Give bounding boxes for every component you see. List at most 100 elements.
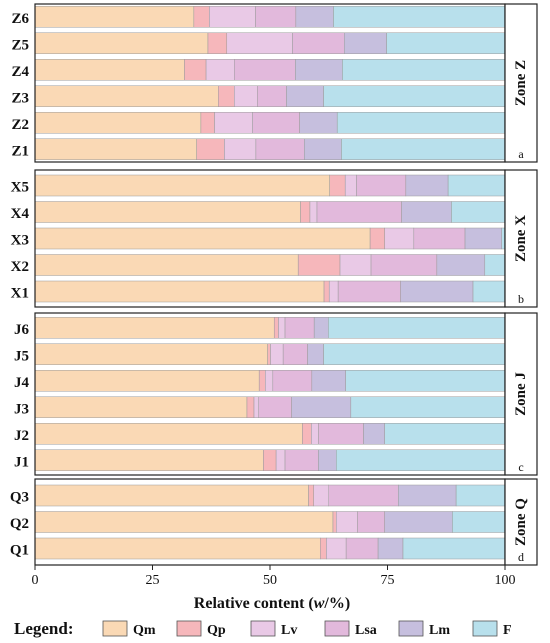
legend-label: Lv [281, 623, 297, 638]
zone-strip [504, 478, 538, 566]
bar-segment-j2-qm [34, 423, 303, 445]
zone-label: Zone Q [513, 498, 529, 546]
bar-segment-x2-lv [339, 254, 372, 276]
bar-segment-j2-lm [363, 423, 385, 445]
bar-segment-x1-qp [323, 280, 330, 303]
bar-segment-z2-lv [214, 112, 253, 134]
panel-letter: c [518, 460, 523, 474]
bar-segment-x2-lsa [370, 254, 438, 276]
x-axis-label: Relative content (w/%) [194, 595, 350, 612]
bar-segment-j5-qp [267, 343, 271, 365]
legend-item-lsa: Lsa [324, 620, 377, 638]
sample-label: X1 [11, 286, 29, 302]
bar-segment-x2-lm [436, 254, 486, 276]
bar-segment-j2-f [384, 423, 506, 445]
legend-swatch [324, 620, 350, 637]
bar-segment-x3-lm [464, 227, 502, 250]
bar-segment-q1-lv [326, 537, 347, 560]
bar-segment-z6-lm [295, 6, 334, 28]
bar-segment-z5-lv [226, 32, 293, 54]
bar-segment-j2-lv [311, 423, 319, 445]
zone-label: Zone X [513, 215, 529, 262]
bar-segment-j6-qm [34, 317, 275, 339]
bar-segment-z3-lsa [257, 85, 287, 107]
bar-segment-j3-lsa [258, 396, 292, 418]
bar-segment-j1-qm [34, 449, 264, 471]
zone-strip [504, 169, 538, 308]
bar-segment-q3-lm [398, 484, 457, 507]
bar-segment-j4-qp [258, 370, 266, 392]
panel-letter: d [518, 550, 524, 564]
bar-row-x5: X5 [11, 174, 506, 197]
legend-item-lm: Lm [398, 620, 450, 638]
x-tick-label: 0 [32, 573, 39, 588]
bar-segment-j4-lsa [272, 370, 313, 392]
bar-segment-x5-lv [344, 174, 357, 197]
sample-label: J2 [14, 428, 29, 444]
bar-segment-q3-qp [308, 484, 314, 507]
bar-segment-q1-lsa [345, 537, 379, 560]
legend-item-f: F [472, 620, 512, 638]
bar-segment-x3-qm [34, 227, 371, 250]
sample-label: J4 [14, 375, 30, 391]
bar-segment-z3-qm [34, 85, 219, 107]
bar-segment-q2-qp [332, 511, 337, 533]
legend-swatch [176, 620, 202, 637]
bar-row-q2: Q2 [10, 511, 506, 533]
legend-label: F [503, 623, 512, 638]
sample-label: Z2 [11, 117, 29, 133]
bar-segment-z4-lv [205, 59, 235, 81]
bar-segment-x1-f [472, 280, 506, 303]
bar-segment-j4-f [345, 370, 506, 392]
x-axis: 0 25 50 75 100 [32, 565, 516, 588]
bar-segment-z3-qp [218, 85, 235, 107]
bar-segment-j2-qp [302, 423, 312, 445]
x-tick-label: 100 [495, 573, 516, 588]
sample-label: J1 [14, 454, 29, 470]
bar-row-j3: J3 [14, 396, 506, 418]
bar-segment-j4-qm [34, 370, 260, 392]
bar-segment-j5-lm [307, 343, 324, 365]
bar-segment-z6-lsa [255, 6, 297, 28]
chart-panels: Z6 Z5 Z4 Z3 Z2 Z1 Zone Z a X5 X4 X3 X2 X1 Zone X b J6 J5… [10, 3, 538, 566]
x-tick-label: 75 [381, 573, 395, 588]
sample-label: X2 [11, 259, 29, 275]
bar-segment-j3-lm [291, 396, 352, 418]
zone-label: Zone J [513, 372, 529, 416]
zone-strip [504, 312, 538, 476]
sample-label: X5 [11, 180, 29, 196]
bar-segment-z1-lv [224, 138, 257, 160]
bar-row-x2: X2 [11, 254, 506, 276]
panel-zone-j: J6 J5 J4 J3 J2 J1 Zone J c [14, 312, 538, 476]
bar-segment-z6-qp [193, 6, 210, 28]
bar-segment-j1-lsa [284, 449, 319, 471]
bar-segment-z1-qp [196, 138, 225, 160]
sample-label: Z4 [11, 64, 29, 80]
bar-segment-q1-qp [320, 537, 327, 560]
legend-item-lv: Lv [250, 620, 297, 638]
bar-segment-x5-lsa [356, 174, 407, 197]
sample-label: J3 [14, 401, 29, 417]
bar-segment-q2-lv [336, 511, 358, 533]
bar-segment-j3-qm [34, 396, 248, 418]
bar-segment-z1-qm [34, 138, 197, 160]
sample-label: X3 [11, 233, 29, 249]
legend-label: Qp [207, 623, 226, 638]
panel-frame [34, 3, 506, 163]
bar-segment-j3-f [350, 396, 506, 418]
bar-segment-z1-lm [304, 138, 342, 160]
bar-segment-j1-lv [275, 449, 286, 471]
bar-segment-z2-lsa [252, 112, 300, 134]
bar-segment-j5-f [323, 343, 506, 365]
bar-segment-j6-lsa [284, 317, 315, 339]
bar-segment-x3-lv [384, 227, 415, 250]
bar-segment-z1-f [341, 138, 506, 160]
bar-segment-x5-lm [405, 174, 449, 197]
bar-row-j2: J2 [14, 423, 506, 445]
bar-segment-x4-f [451, 201, 506, 223]
bar-row-z3: Z3 [11, 85, 506, 107]
bar-row-z4: Z4 [11, 59, 506, 81]
bar-segment-z5-f [386, 32, 506, 54]
sample-label: Q1 [10, 543, 29, 559]
